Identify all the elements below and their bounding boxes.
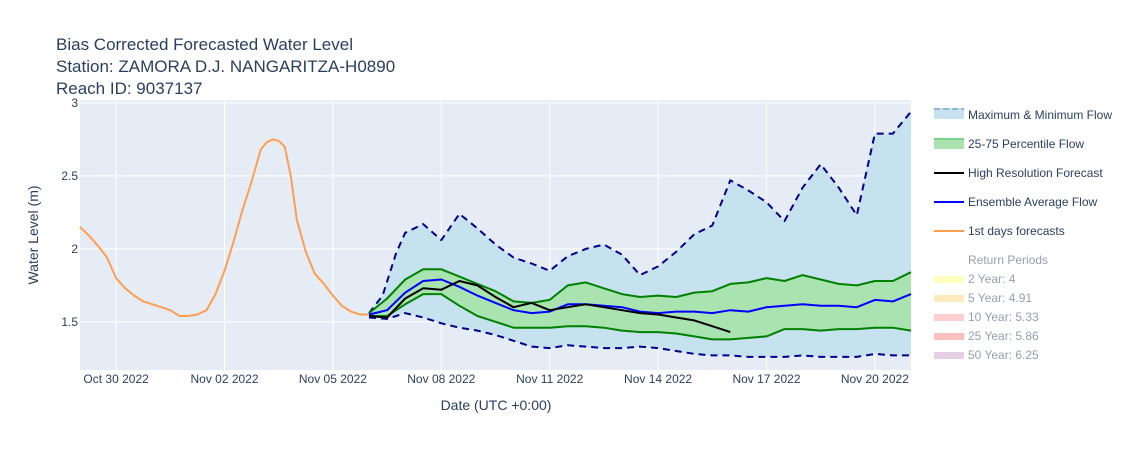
- y-axis-title: Water Level (m): [25, 185, 41, 284]
- chart-title-line-3: Reach ID: 9037137: [56, 79, 203, 98]
- x-axis-title: Date (UTC +0:00): [441, 397, 552, 413]
- high-resolution-forecast-line[interactable]: [368, 280, 731, 334]
- legend-label-rp10: 10 Year: 5.33: [968, 310, 1039, 324]
- x-tick-label: Nov 14 2022: [624, 372, 692, 386]
- legend-swatch-rp50: [934, 352, 964, 359]
- legend-label-percentile: 25-75 Percentile Flow: [968, 137, 1084, 151]
- legend-item-maxmin[interactable]: Maximum & Minimum Flow: [934, 108, 1112, 122]
- legend-item-rp50[interactable]: 50 Year: 6.25: [934, 348, 1039, 362]
- x-tick-label: Nov 08 2022: [407, 372, 475, 386]
- legend-swatch-rp10: [934, 314, 964, 321]
- x-tick-label: Nov 05 2022: [299, 372, 367, 386]
- x-tick-label: Nov 20 2022: [841, 372, 909, 386]
- firstday-forecast-line[interactable]: [79, 138, 369, 317]
- x-tick-label: Nov 11 2022: [516, 372, 583, 386]
- min-flow-line[interactable]: [368, 312, 911, 358]
- legend-item-percentile[interactable]: 25-75 Percentile Flow: [934, 137, 1084, 151]
- legend-label-firstday: 1st days forecasts: [968, 224, 1065, 238]
- chart-title-line-2: Station: ZAMORA D.J. NANGARITZA-H0890: [56, 57, 395, 76]
- legend-label-rp25: 25 Year: 5.86: [968, 329, 1039, 343]
- legend-swatch-rp25: [934, 333, 964, 340]
- x-tick-label: Nov 02 2022: [190, 372, 258, 386]
- legend-swatch-maxmin: [934, 108, 964, 119]
- ensemble-average-line[interactable]: [368, 278, 912, 316]
- legend-item-rp25[interactable]: 25 Year: 5.86: [934, 329, 1039, 343]
- legend-item-rp5[interactable]: 5 Year: 4.91: [934, 291, 1032, 305]
- y-tick-label: 3: [71, 96, 78, 110]
- y-tick-label: 2: [71, 242, 78, 256]
- legend-item-hires[interactable]: High Resolution Forecast: [934, 166, 1103, 180]
- y-tick-label: 2.5: [61, 169, 78, 183]
- legend-swatch-percentile: [934, 138, 964, 149]
- legend-label-rp5: 5 Year: 4.91: [968, 291, 1032, 305]
- chart-title-line-1: Bias Corrected Forecasted Water Level: [56, 35, 353, 54]
- percentile-band[interactable]: [369, 269, 911, 340]
- legend-item-rp10[interactable]: 10 Year: 5.33: [934, 310, 1039, 324]
- legend-label-maxmin: Maximum & Minimum Flow: [968, 108, 1112, 122]
- max-flow-line[interactable]: [368, 111, 912, 314]
- x-tick-label: Oct 30 2022: [83, 372, 149, 386]
- percentile-75-line[interactable]: [368, 268, 912, 314]
- legend-label-hires: High Resolution Forecast: [968, 166, 1103, 180]
- legend-swatch-rp2: [934, 276, 964, 283]
- legend-item-firstday[interactable]: 1st days forecasts: [934, 224, 1065, 238]
- tick-labels: Oct 30 2022 Nov 02 2022 Nov 05 2022 Nov 08 …: [61, 96, 909, 386]
- legend-return-periods-header: Return Periods: [968, 253, 1048, 267]
- legend-label-rp50: 50 Year: 6.25: [968, 348, 1039, 362]
- legend-label-ensemble: Ensemble Average Flow: [968, 195, 1098, 209]
- legend-item-ensemble[interactable]: Ensemble Average Flow: [934, 195, 1098, 209]
- x-tick-label: Nov 17 2022: [732, 372, 800, 386]
- legend-item-rp2[interactable]: 2 Year: 4: [934, 272, 1016, 286]
- legend-label-rp2: 2 Year: 4: [968, 272, 1016, 286]
- legend-swatch-rp5: [934, 295, 964, 302]
- plot-content: [79, 111, 912, 358]
- y-tick-label: 1.5: [61, 315, 78, 329]
- percentile-25-line[interactable]: [369, 293, 912, 341]
- legend: Maximum & Minimum Flow 25-75 Percentile …: [934, 108, 1112, 362]
